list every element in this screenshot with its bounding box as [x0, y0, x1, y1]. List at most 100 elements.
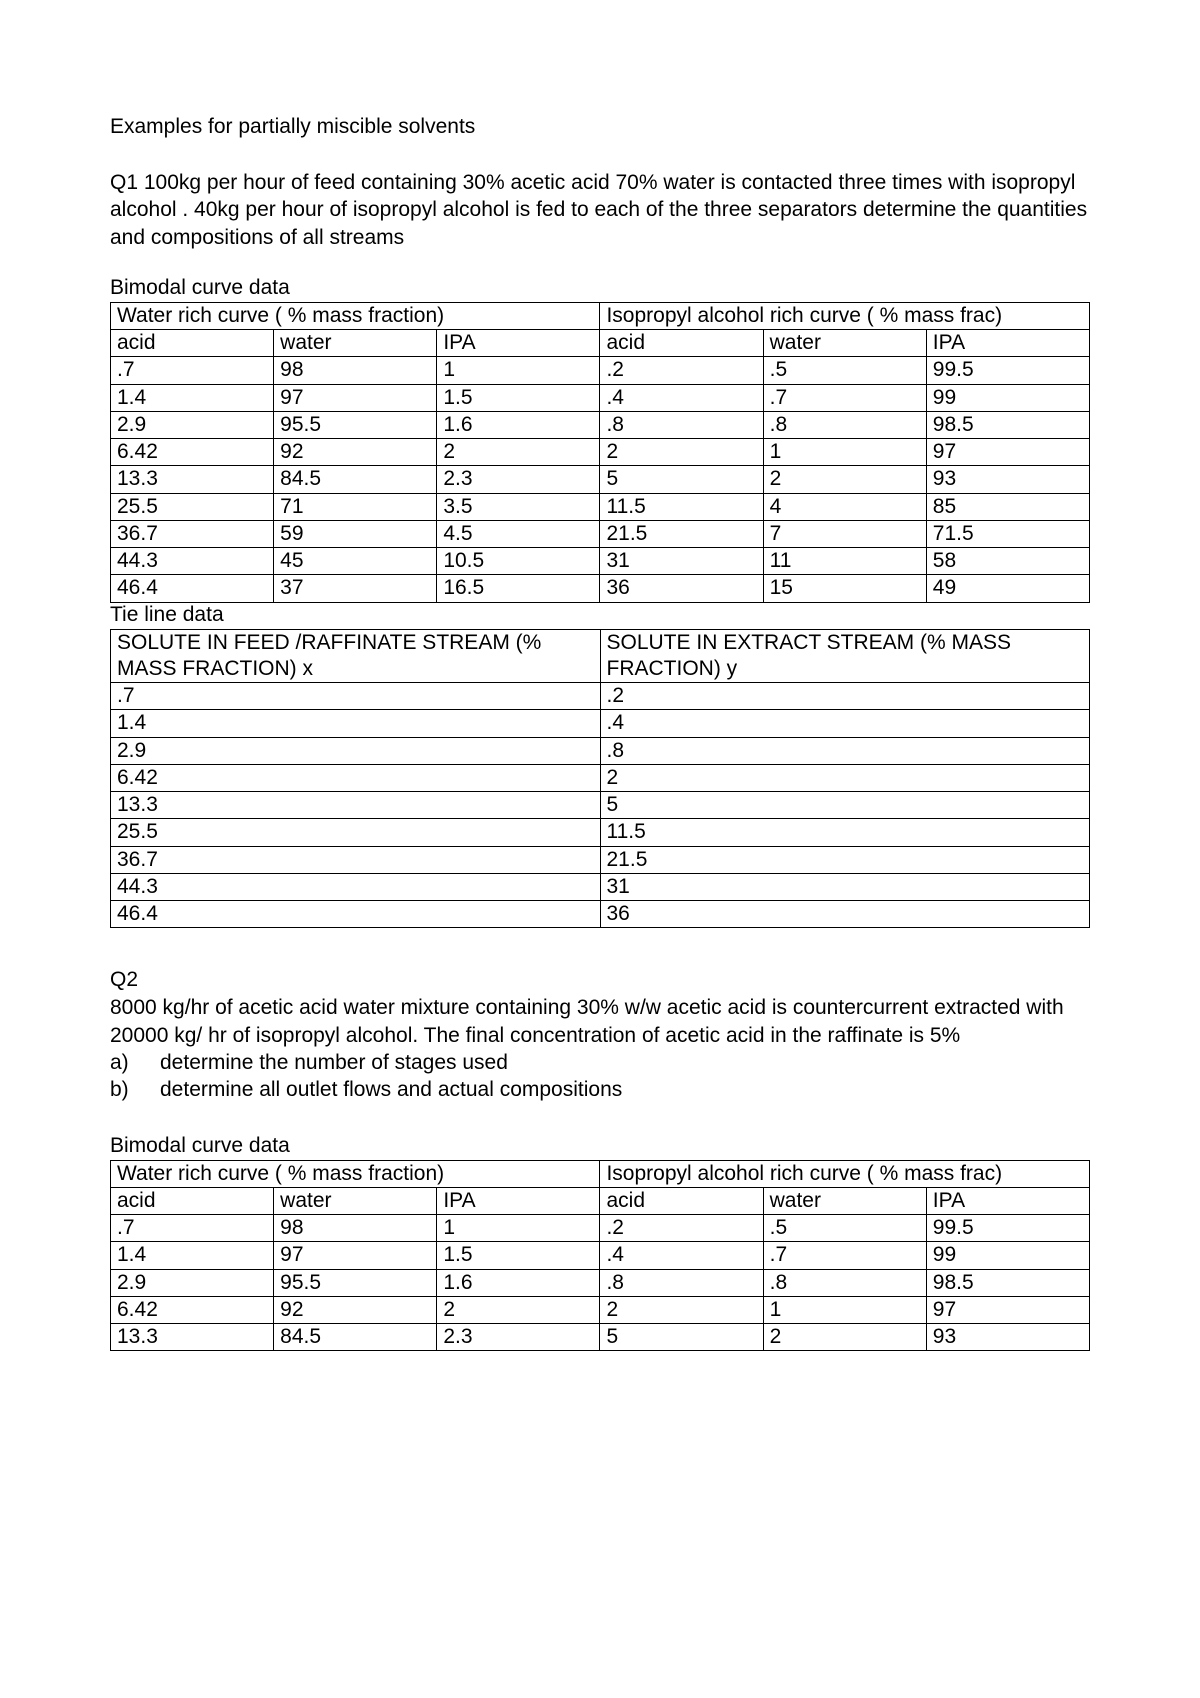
col-header: acid: [600, 1187, 763, 1214]
cell: 97: [274, 1242, 437, 1269]
cell: 2: [437, 439, 600, 466]
cell: .7: [111, 683, 601, 710]
cell: .2: [600, 357, 763, 384]
cell: 5: [600, 1324, 763, 1351]
cell: 1.4: [111, 710, 601, 737]
col-header: acid: [111, 330, 274, 357]
cell: .4: [600, 384, 763, 411]
cell: 98: [274, 1215, 437, 1242]
table-row: 25.5713.511.5485: [111, 493, 1090, 520]
col-header: acid: [111, 1187, 274, 1214]
cell: 2.9: [111, 737, 601, 764]
cell: 58: [926, 548, 1089, 575]
page: Examples for partially miscible solvents…: [0, 0, 1200, 1391]
cell: 99.5: [926, 1215, 1089, 1242]
table-row: 2.9.8: [111, 737, 1090, 764]
bimodal-table-1: Water rich curve ( % mass fraction) Isop…: [110, 302, 1090, 603]
cell: 36.7: [111, 520, 274, 547]
cell: 13.3: [111, 792, 601, 819]
col-header: acid: [600, 330, 763, 357]
cell: 31: [600, 873, 1090, 900]
cell: 25.5: [111, 493, 274, 520]
cell: 44.3: [111, 873, 601, 900]
cell: 45: [274, 548, 437, 575]
cell: 99: [926, 384, 1089, 411]
cell: 1: [763, 439, 926, 466]
cell: .8: [763, 411, 926, 438]
table-row: 2.995.51.6.8.898.5: [111, 411, 1090, 438]
list-mark: a): [110, 1049, 160, 1076]
cell: 85: [926, 493, 1089, 520]
table-row: SOLUTE IN FEED /RAFFINATE STREAM (% MASS…: [111, 629, 1090, 683]
cell: 1.5: [437, 1242, 600, 1269]
cell: 10.5: [437, 548, 600, 575]
cell: 21.5: [600, 846, 1090, 873]
cell: 6.42: [111, 1296, 274, 1323]
cell: .8: [763, 1269, 926, 1296]
col-header: water: [763, 330, 926, 357]
table-row: 25.511.5: [111, 819, 1090, 846]
cell: 97: [926, 439, 1089, 466]
header-left: Water rich curve ( % mass fraction): [111, 1160, 600, 1187]
col-header: water: [763, 1187, 926, 1214]
cell: 2: [600, 1296, 763, 1323]
col-header: IPA: [437, 330, 600, 357]
cell: 4.5: [437, 520, 600, 547]
cell: .4: [600, 1242, 763, 1269]
table-row: .7.2: [111, 683, 1090, 710]
cell: 1: [437, 357, 600, 384]
table-row: 13.384.52.35293: [111, 466, 1090, 493]
table-row: .7981.2.599.5: [111, 357, 1090, 384]
cell: 84.5: [274, 1324, 437, 1351]
cell: .4: [600, 710, 1090, 737]
cell: 2.9: [111, 411, 274, 438]
table-row: 44.34510.5311158: [111, 548, 1090, 575]
q1-text: Q1 100kg per hour of feed containing 30%…: [110, 169, 1090, 251]
col-header: IPA: [926, 330, 1089, 357]
cell: .8: [600, 737, 1090, 764]
cell: 46.4: [111, 901, 601, 928]
cell: 5: [600, 466, 763, 493]
cell: .2: [600, 683, 1090, 710]
cell: 1: [437, 1215, 600, 1242]
table-row: 6.429222197: [111, 1296, 1090, 1323]
cell: 16.5: [437, 575, 600, 602]
cell: 13.3: [111, 466, 274, 493]
cell: 71: [274, 493, 437, 520]
cell: 95.5: [274, 411, 437, 438]
cell: 97: [926, 1296, 1089, 1323]
table-row: acid water IPA acid water IPA: [111, 330, 1090, 357]
cell: 25.5: [111, 819, 601, 846]
table-row: 36.7594.521.5771.5: [111, 520, 1090, 547]
cell: 37: [274, 575, 437, 602]
cell: 71.5: [926, 520, 1089, 547]
header-left: Water rich curve ( % mass fraction): [111, 302, 600, 329]
table-row: 13.35: [111, 792, 1090, 819]
cell: .8: [600, 1269, 763, 1296]
cell: .7: [111, 357, 274, 384]
cell: 36: [600, 901, 1090, 928]
cell: 95.5: [274, 1269, 437, 1296]
table-row: 6.422: [111, 764, 1090, 791]
table-row: 6.429222197: [111, 439, 1090, 466]
header-right: Isopropyl alcohol rich curve ( % mass fr…: [600, 302, 1090, 329]
bimodal-label-2: Bimodal curve data: [110, 1134, 1090, 1158]
bimodal-table-2: Water rich curve ( % mass fraction) Isop…: [110, 1160, 1090, 1352]
cell: 92: [274, 1296, 437, 1323]
cell: 2: [600, 764, 1090, 791]
cell: 98.5: [926, 1269, 1089, 1296]
cell: 13.3: [111, 1324, 274, 1351]
cell: 2.3: [437, 466, 600, 493]
table-row: 1.4971.5.4.799: [111, 384, 1090, 411]
q2-item-a: a) determine the number of stages used: [110, 1049, 1090, 1076]
cell: 36: [600, 575, 763, 602]
page-title: Examples for partially miscible solvents: [110, 115, 1090, 139]
cell: 4: [763, 493, 926, 520]
cell: 93: [926, 466, 1089, 493]
cell: 2: [763, 1324, 926, 1351]
q2-item-b: b) determine all outlet flows and actual…: [110, 1076, 1090, 1103]
cell: 84.5: [274, 466, 437, 493]
cell: 2.9: [111, 1269, 274, 1296]
table-row: 13.384.52.35293: [111, 1324, 1090, 1351]
q2-label: Q2: [110, 968, 1090, 992]
